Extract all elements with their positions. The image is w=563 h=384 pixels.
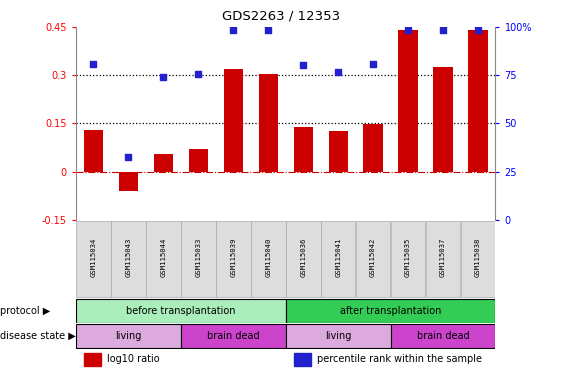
FancyBboxPatch shape bbox=[321, 220, 355, 297]
Text: GSM115033: GSM115033 bbox=[195, 238, 202, 277]
Bar bbox=[189, 149, 208, 172]
Text: disease state ▶: disease state ▶ bbox=[0, 331, 76, 341]
FancyBboxPatch shape bbox=[111, 220, 146, 297]
Point bbox=[439, 27, 448, 33]
Point bbox=[299, 62, 308, 68]
Bar bbox=[224, 69, 243, 172]
FancyBboxPatch shape bbox=[426, 220, 461, 297]
Text: GSM115044: GSM115044 bbox=[160, 238, 167, 277]
Point bbox=[404, 27, 413, 33]
Bar bbox=[119, 172, 138, 191]
FancyBboxPatch shape bbox=[286, 220, 320, 297]
FancyBboxPatch shape bbox=[356, 220, 390, 297]
Point bbox=[89, 61, 98, 67]
Point bbox=[124, 154, 133, 160]
FancyBboxPatch shape bbox=[285, 324, 391, 348]
FancyBboxPatch shape bbox=[181, 324, 285, 348]
Point bbox=[159, 74, 168, 80]
Point bbox=[334, 69, 343, 75]
FancyBboxPatch shape bbox=[391, 324, 495, 348]
Text: protocol ▶: protocol ▶ bbox=[0, 306, 50, 316]
Text: GSM115035: GSM115035 bbox=[405, 238, 411, 277]
Point bbox=[263, 27, 272, 33]
Bar bbox=[293, 127, 313, 172]
Text: before transplantation: before transplantation bbox=[126, 306, 235, 316]
FancyBboxPatch shape bbox=[216, 220, 251, 297]
Point bbox=[229, 27, 238, 33]
Text: brain dead: brain dead bbox=[207, 331, 260, 341]
FancyBboxPatch shape bbox=[391, 220, 426, 297]
Text: brain dead: brain dead bbox=[417, 331, 470, 341]
Text: GSM115034: GSM115034 bbox=[91, 238, 96, 277]
Point bbox=[473, 27, 482, 33]
FancyBboxPatch shape bbox=[461, 220, 495, 297]
Bar bbox=[329, 131, 348, 172]
Text: GSM115039: GSM115039 bbox=[230, 238, 236, 277]
Text: after transplantation: after transplantation bbox=[340, 306, 441, 316]
Text: GSM115038: GSM115038 bbox=[475, 238, 481, 277]
Bar bbox=[399, 30, 418, 172]
Point bbox=[194, 70, 203, 76]
Text: living: living bbox=[115, 331, 142, 341]
Bar bbox=[364, 124, 383, 172]
FancyBboxPatch shape bbox=[285, 299, 495, 323]
Bar bbox=[294, 353, 311, 366]
Point bbox=[369, 61, 378, 67]
Text: GSM115037: GSM115037 bbox=[440, 238, 446, 277]
Bar bbox=[434, 67, 453, 172]
Bar bbox=[84, 130, 103, 172]
Text: GSM115043: GSM115043 bbox=[126, 238, 131, 277]
Text: GSM115041: GSM115041 bbox=[335, 238, 341, 277]
Text: GSM115040: GSM115040 bbox=[265, 238, 271, 277]
Text: log10 ratio: log10 ratio bbox=[108, 354, 160, 364]
FancyBboxPatch shape bbox=[146, 220, 181, 297]
Bar bbox=[258, 73, 278, 172]
FancyBboxPatch shape bbox=[251, 220, 285, 297]
Bar bbox=[84, 353, 101, 366]
Text: living: living bbox=[325, 331, 351, 341]
Text: GSM115036: GSM115036 bbox=[300, 238, 306, 277]
Text: percentile rank within the sample: percentile rank within the sample bbox=[317, 354, 482, 364]
FancyBboxPatch shape bbox=[76, 324, 181, 348]
Text: GDS2263 / 12353: GDS2263 / 12353 bbox=[222, 10, 341, 23]
FancyBboxPatch shape bbox=[76, 220, 111, 297]
FancyBboxPatch shape bbox=[181, 220, 216, 297]
Bar bbox=[468, 30, 488, 172]
Bar bbox=[154, 154, 173, 172]
FancyBboxPatch shape bbox=[76, 299, 285, 323]
Text: GSM115042: GSM115042 bbox=[370, 238, 376, 277]
